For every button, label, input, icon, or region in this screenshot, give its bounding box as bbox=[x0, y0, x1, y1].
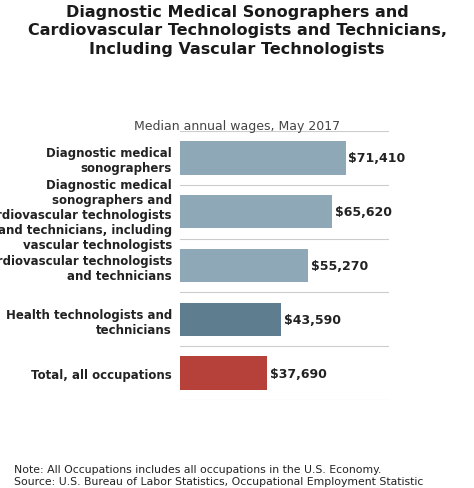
Bar bbox=[180, 357, 267, 390]
Bar bbox=[180, 142, 346, 175]
Bar bbox=[180, 303, 281, 336]
Text: $55,270: $55,270 bbox=[311, 260, 368, 272]
Text: Median annual wages, May 2017: Median annual wages, May 2017 bbox=[134, 120, 340, 133]
Bar bbox=[180, 249, 308, 283]
Bar bbox=[180, 196, 332, 229]
Text: $65,620: $65,620 bbox=[335, 206, 392, 219]
Text: $37,690: $37,690 bbox=[270, 367, 327, 380]
Text: $43,590: $43,590 bbox=[284, 313, 341, 326]
Text: Diagnostic Medical Sonographers and
Cardiovascular Technologists and Technicians: Diagnostic Medical Sonographers and Card… bbox=[27, 5, 447, 57]
Text: $71,410: $71,410 bbox=[348, 152, 406, 165]
Text: Note: All Occupations includes all occupations in the U.S. Economy.
Source: U.S.: Note: All Occupations includes all occup… bbox=[14, 464, 424, 486]
